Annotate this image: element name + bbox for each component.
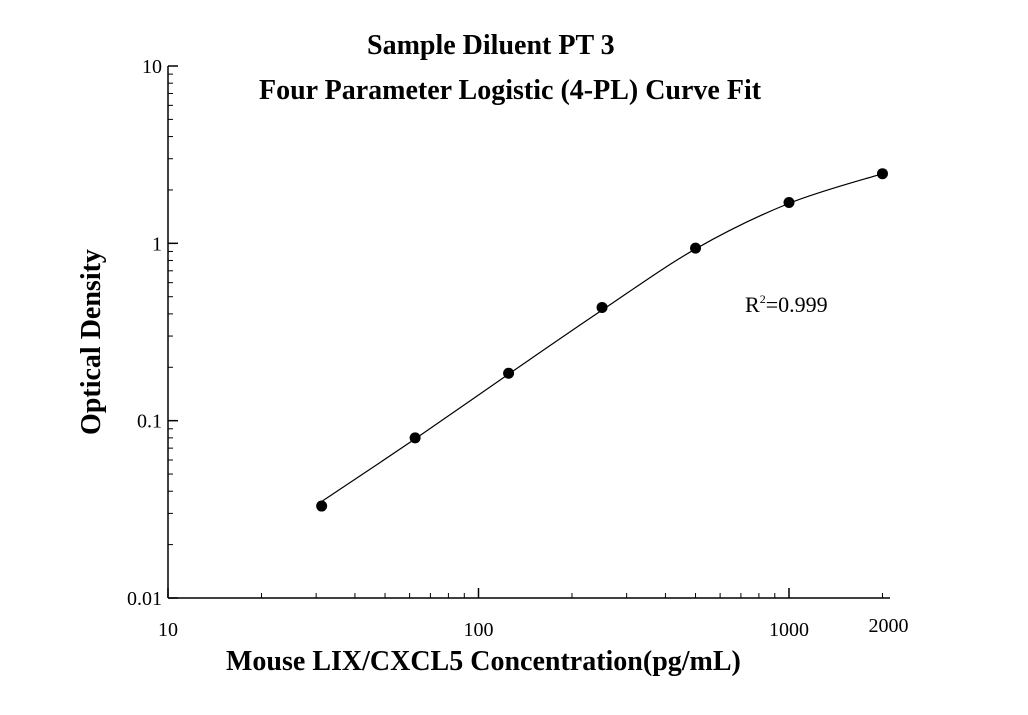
data-point (409, 432, 421, 444)
data-point (316, 500, 328, 512)
annotation-value: =0.999 (765, 292, 828, 317)
fit-curve (321, 173, 883, 503)
data-point (503, 367, 515, 379)
annotation-superscript: 2 (759, 292, 766, 306)
fit-curve-layer (321, 173, 883, 503)
y-tick-label: 0.01 (127, 588, 162, 610)
x-tick-label: 100 (464, 619, 494, 641)
data-point (596, 301, 608, 313)
x-tick-label: 1000 (769, 619, 809, 641)
chart-title-line-2: Four Parameter Logistic (4-PL) Curve Fit (259, 75, 762, 106)
x-tick-label: 10 (158, 619, 178, 641)
data-points (316, 168, 888, 512)
y-axis-title: Optical Density (76, 249, 107, 435)
y-tick-label: 0.1 (137, 411, 162, 433)
axes (167, 66, 890, 599)
x-tick-label: 2000 (868, 615, 908, 637)
chart-title-line-1: Sample Diluent PT 3 (367, 30, 615, 61)
data-point (690, 242, 702, 254)
r-squared-annotation: R2=0.999 (745, 293, 828, 316)
tick-labels: 10 100 1000 2000 0.01 0.1 1 10 (127, 56, 908, 641)
y-tick-label: 1 (152, 233, 162, 255)
tick-marks (167, 65, 883, 599)
data-point (783, 196, 795, 208)
data-point (876, 168, 888, 180)
y-tick-label: 10 (142, 56, 162, 78)
annotation-base: R (745, 292, 760, 317)
x-axis-title: Mouse LIX/CXCL5 Concentration(pg/mL) (226, 646, 741, 677)
